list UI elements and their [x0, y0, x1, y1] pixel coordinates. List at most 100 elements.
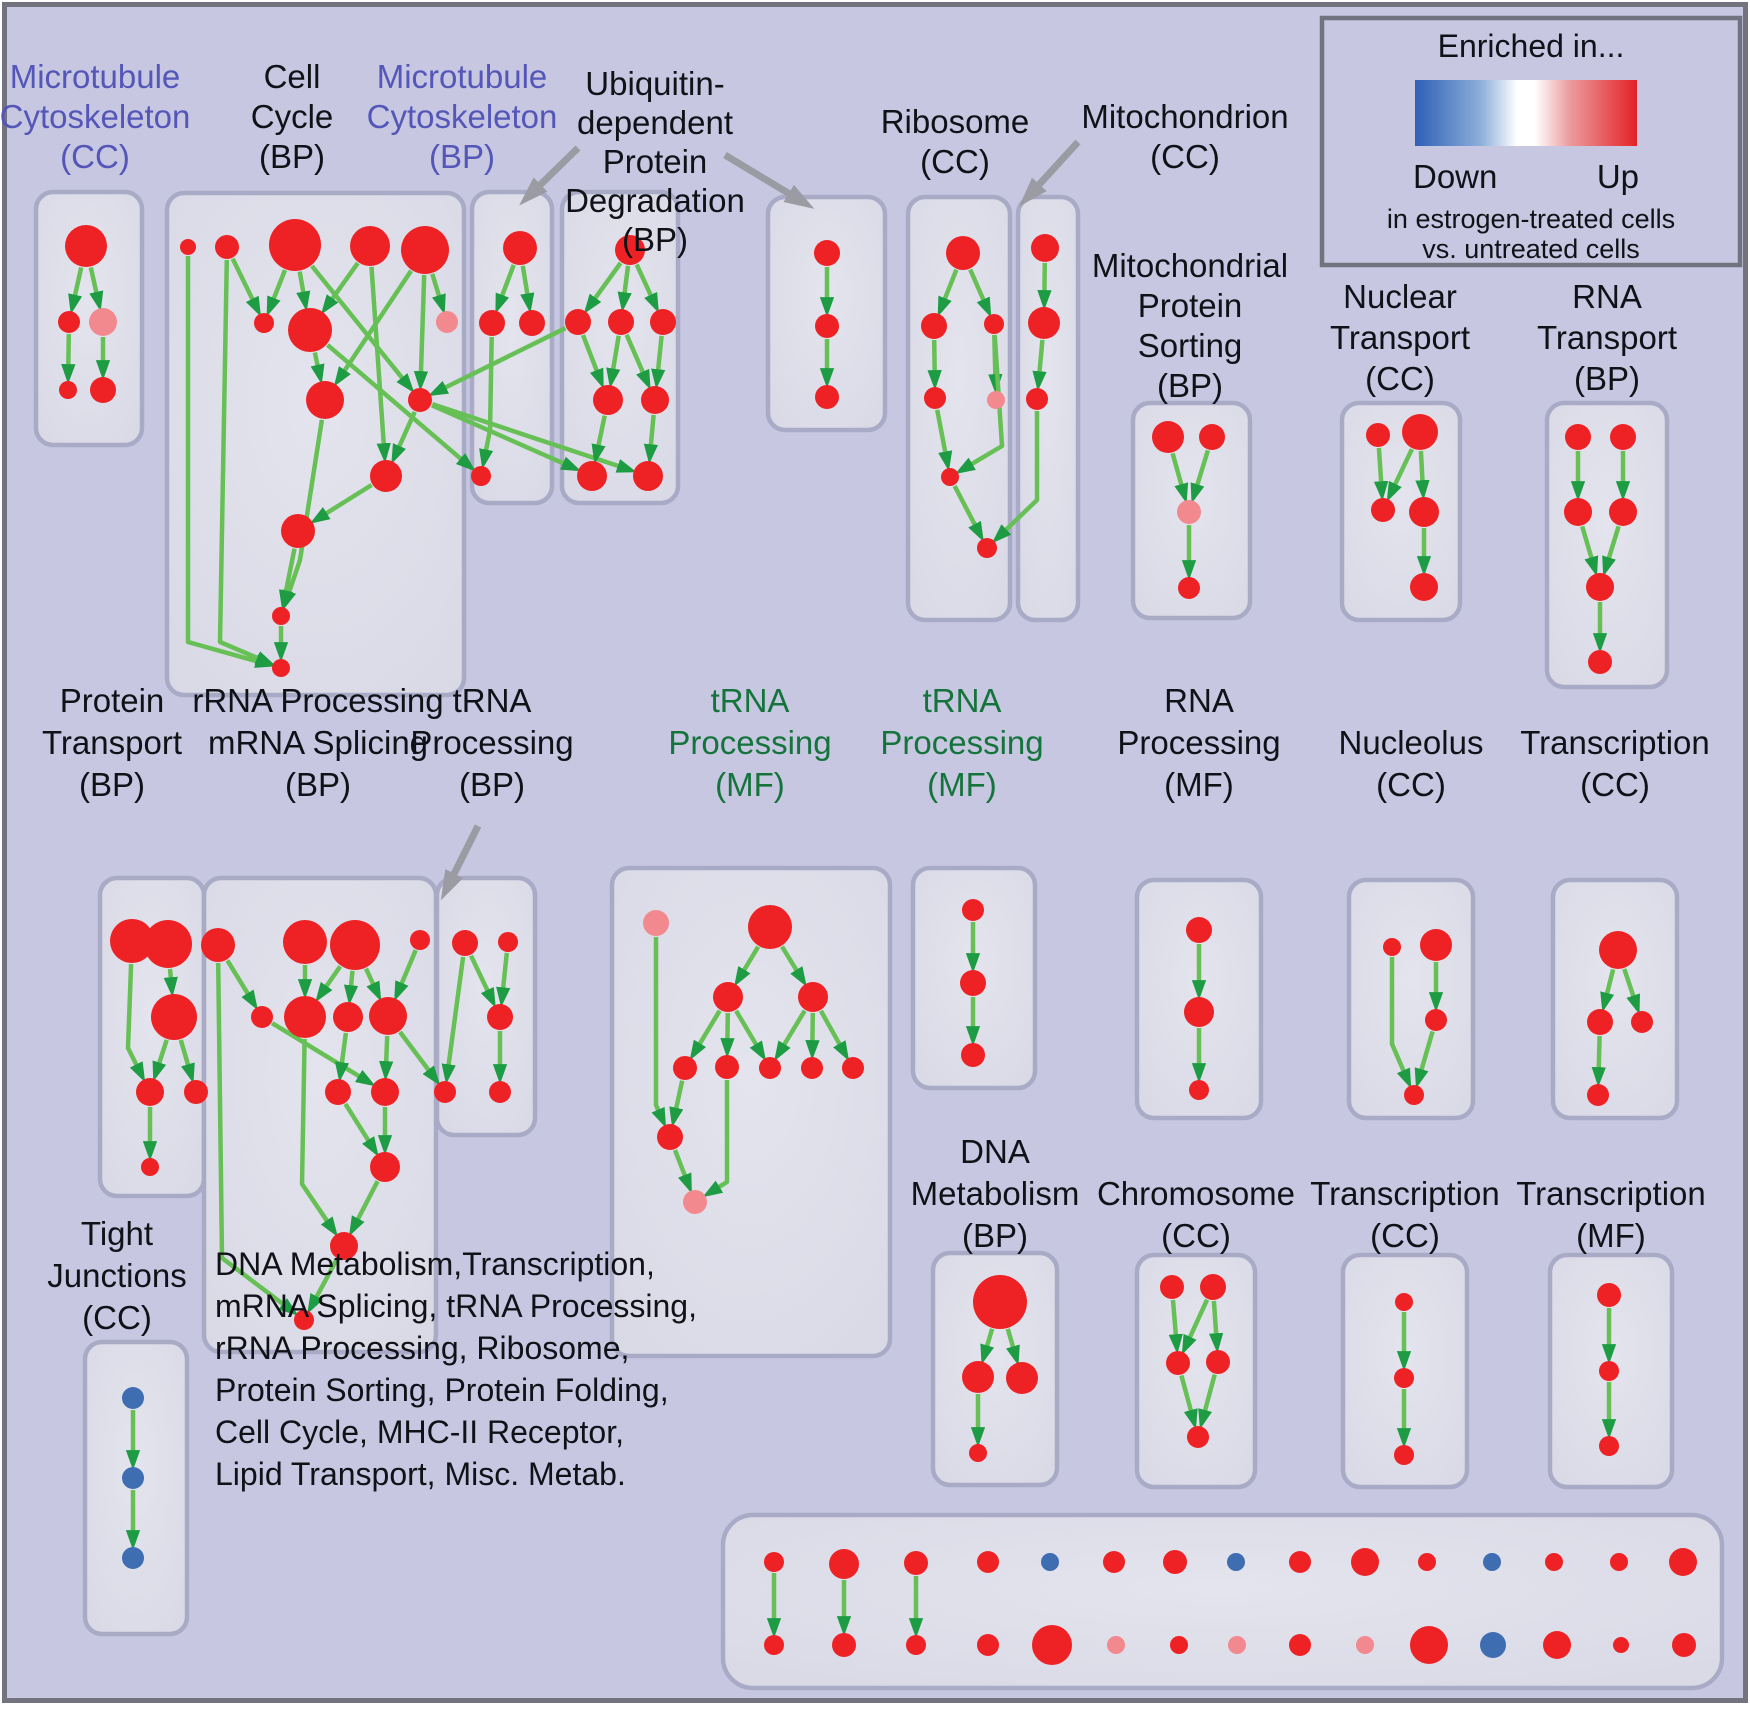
edge-b11-b12: [309, 483, 373, 524]
cluster-label-dna-metabolism-line-0: DNA: [960, 1133, 1030, 1170]
cluster-box-nuclear-transport: [1339, 400, 1463, 623]
edge-h2-h3: [1190, 449, 1211, 504]
node-s4: [969, 1444, 987, 1462]
cluster-label-ribosome-line-0: Ribosome: [881, 103, 1030, 140]
node-l11: [370, 1152, 400, 1182]
node-y3: [1103, 1551, 1125, 1573]
edge-t4-t5: [1198, 1374, 1217, 1430]
cluster-label-transcription-cc-upper: Transcription (CC): [1520, 724, 1710, 803]
cluster-label-transcription-mf-line-0: Transcription: [1516, 1175, 1706, 1212]
edge-i1-i3: [1373, 447, 1389, 502]
node-l4: [410, 930, 430, 950]
node-z10: [1543, 1631, 1571, 1659]
node-q4: [1404, 1085, 1424, 1105]
legend-box: [1319, 15, 1743, 268]
node-x2: [764, 1635, 784, 1655]
edge-d4-d6: [651, 335, 666, 390]
edge-l12-l13: [307, 1258, 339, 1314]
node-m1: [452, 930, 478, 956]
node-d3: [608, 309, 634, 335]
node-w1: [122, 1387, 144, 1409]
node-l10: [371, 1078, 399, 1106]
node-n9: [842, 1057, 864, 1079]
node-k1: [110, 919, 154, 963]
node-n8: [801, 1057, 823, 1079]
cluster-label-rna-processing-line-1: Processing: [1117, 724, 1280, 761]
edge-a1-a3: [88, 267, 104, 312]
node-m5: [489, 1081, 511, 1103]
edge-d3-d5: [606, 335, 621, 389]
cluster-label-trna-mf-1-line-0: tRNA: [711, 682, 790, 719]
cluster-label-protein-transport-line-0: Protein: [60, 682, 165, 719]
node-b9: [306, 381, 344, 419]
node-f6: [941, 468, 959, 486]
node-b12: [281, 514, 315, 548]
node-b11: [370, 460, 402, 492]
cluster-label-chromosome-line-0: Chromosome: [1097, 1175, 1295, 1212]
cluster-label-transcription-cc-lower: Transcription (CC): [1310, 1175, 1500, 1254]
edge-c1-c2: [495, 264, 516, 314]
cluster-box-rna-transport: [1544, 400, 1670, 690]
node-x3: [829, 1549, 859, 1579]
node-r1: [1599, 931, 1637, 969]
node-r3: [1631, 1011, 1653, 1033]
edge-q3-q4: [1414, 1030, 1435, 1089]
cluster-label-mito-sorting-line-0: Mitochondrial: [1092, 247, 1288, 284]
misc-annotation-line-0: DNA Metabolism,Transcription,: [215, 1246, 655, 1282]
edge-b9-b13: [282, 419, 325, 611]
edge-d1-d4: [634, 263, 659, 314]
edge-h1-h3: [1170, 452, 1189, 504]
node-x4: [832, 1633, 856, 1657]
node-l9: [325, 1079, 351, 1105]
cluster-label-nuclear-transport-line-0: Nuclear: [1343, 278, 1457, 315]
node-h3: [1177, 500, 1201, 524]
node-g3: [1026, 388, 1048, 410]
cluster-label-ubiquitin-line-3: Degradation: [565, 182, 745, 219]
edge-n5-n10: [669, 1080, 685, 1128]
edge-b12-b13: [279, 548, 297, 611]
cluster-label-microtubule-cc-line-2: (CC): [60, 138, 130, 175]
node-p2: [1184, 997, 1214, 1027]
cluster-label-rrna-mrna-line-2: (BP): [285, 766, 351, 803]
edge-b10-d7: [430, 403, 582, 472]
edge-l1-l13: [215, 962, 299, 1316]
node-e3: [815, 385, 839, 409]
cluster-label-ubiquitin-line-4: (BP): [622, 221, 688, 258]
node-d1: [615, 235, 645, 265]
node-h1: [1152, 421, 1184, 453]
node-y4: [1163, 1550, 1187, 1574]
node-r2: [1587, 1009, 1613, 1035]
edge-d1-d2: [583, 261, 623, 314]
cluster-label-mito-sorting-line-2: Sorting: [1138, 327, 1243, 364]
edge-b1-b14: [185, 256, 276, 668]
cluster-box-trna-mf-1: [609, 865, 893, 1359]
cluster-box-transcription-cc-upper: [1550, 877, 1680, 1121]
node-n3: [713, 982, 743, 1012]
cluster-label-rna-transport-line-0: RNA: [1572, 278, 1642, 315]
edge-n3-n5: [689, 1009, 722, 1061]
edge-m1-m4: [441, 956, 466, 1085]
edge-b7-c4: [326, 343, 476, 472]
cluster-label-tight-junctions: Tight Junctions (CC): [47, 1215, 186, 1336]
node-f4: [924, 387, 946, 409]
edge-j4-j5: [1602, 525, 1621, 577]
edge-g3-f7: [991, 411, 1040, 544]
edge-d2-d5: [580, 334, 604, 389]
node-b14: [272, 659, 290, 677]
node-c2: [479, 310, 505, 336]
edge-a1-a2: [68, 267, 84, 315]
cluster-box-cell-cycle: [164, 190, 467, 698]
edge-f4-f6: [934, 409, 953, 472]
cluster-label-rna-processing: RNA Processing (MF): [1117, 682, 1280, 803]
node-e2: [815, 314, 839, 338]
cluster-label-ubiquitin: Ubiquitin-dependent Protein Degradation (BP…: [565, 65, 745, 258]
edge-t2-t4: [1208, 1300, 1224, 1354]
edge-d1-d3: [617, 265, 632, 313]
node-p1: [1186, 917, 1212, 943]
edge-b5-b10: [413, 274, 429, 392]
edge-l11-l12: [349, 1180, 380, 1237]
edge-m2-m3: [496, 952, 511, 1008]
misc-annotation-line-4: Cell Cycle, MHC-II Receptor,: [215, 1414, 624, 1450]
